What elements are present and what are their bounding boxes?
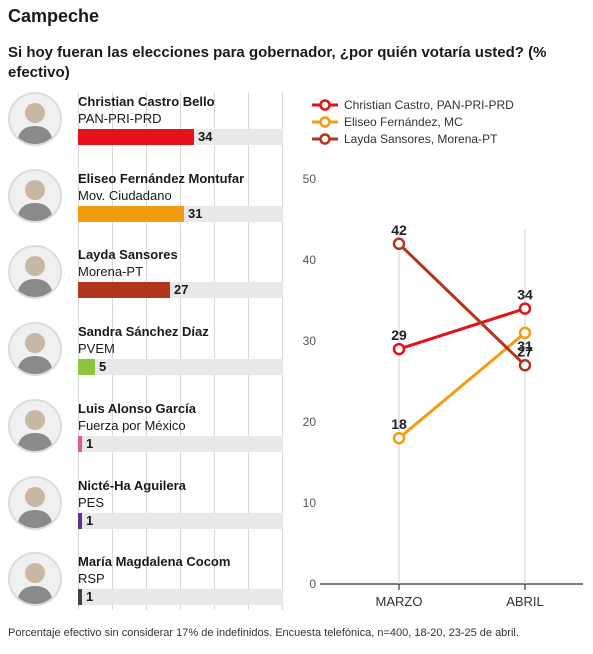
- candidate-party: Fuerza por México: [78, 418, 186, 433]
- candidate-party: RSP: [78, 571, 105, 586]
- bar: [78, 436, 82, 452]
- person-icon: [17, 410, 53, 451]
- candidate-party: PES: [78, 495, 105, 510]
- candidate-avatar: [8, 245, 62, 299]
- data-point: [392, 342, 406, 356]
- bar-value-label: 1: [86, 589, 94, 604]
- data-point: [518, 326, 532, 340]
- person-icon: [17, 103, 53, 144]
- candidate-avatar: [8, 92, 62, 146]
- y-tick-label: 10: [303, 496, 317, 510]
- legend-marker-icon: [312, 99, 338, 111]
- y-tick-label: 30: [303, 334, 317, 348]
- bar-value-label: 27: [174, 282, 189, 297]
- bar-value-label: 5: [99, 359, 107, 374]
- data-point: [518, 359, 532, 372]
- candidate-name: Eliseo Fernández Montufar: [78, 171, 245, 186]
- bar-value-label: 34: [198, 129, 213, 144]
- candidate-avatar: [8, 476, 62, 530]
- data-point: [392, 237, 406, 251]
- bar-value-label: 1: [86, 436, 94, 451]
- bar-track: 1: [78, 513, 283, 529]
- y-tick-label: 40: [303, 253, 317, 267]
- candidate-avatar: [8, 322, 62, 376]
- data-label: 27: [517, 343, 533, 359]
- bar: [78, 282, 170, 298]
- y-tick-label: 20: [303, 415, 317, 429]
- legend-marker-icon: [312, 116, 338, 128]
- bar-track: 5: [78, 359, 283, 375]
- candidate-row: Layda Sansores Morena-PT 27: [0, 245, 290, 319]
- y-tick-label: 0: [309, 577, 316, 591]
- person-icon: [17, 563, 53, 604]
- candidate-row: Luis Alonso García Fuerza por México 1: [0, 399, 290, 473]
- legend-label: Layda Sansores, Morena-PT: [344, 132, 498, 146]
- series-line: [397, 331, 527, 440]
- y-tick-label: 50: [303, 172, 317, 186]
- chart-subtitle: Si hoy fueran las elecciones para gobern…: [8, 44, 547, 81]
- bar: [78, 129, 194, 145]
- data-label: 18: [391, 416, 407, 432]
- person-icon: [17, 256, 53, 297]
- candidate-name: Layda Sansores: [78, 247, 178, 262]
- chart-title: Campeche: [8, 6, 100, 26]
- candidate-party: Mov. Ciudadano: [78, 188, 172, 203]
- bar-gridlines: [78, 92, 283, 610]
- bar: [78, 513, 82, 529]
- bar: [78, 589, 82, 605]
- data-point: [518, 302, 532, 315]
- candidate-name: María Magdalena Cocom: [78, 554, 231, 569]
- candidate-row: Eliseo Fernández Montufar Mov. Ciudadano 3…: [0, 169, 290, 243]
- bar-track: 31: [78, 206, 283, 222]
- candidate-name: Nicté-Ha Aguilera: [78, 478, 186, 493]
- person-icon: [17, 487, 53, 528]
- legend-label: Eliseo Fernández, MC: [344, 115, 463, 129]
- series-line: [397, 307, 527, 351]
- candidate-row: Sandra Sánchez Díaz PVEM 5: [0, 322, 290, 396]
- bar-track: 1: [78, 589, 283, 605]
- candidate-party: PVEM: [78, 341, 115, 356]
- bar: [78, 206, 184, 222]
- candidate-avatar: [8, 169, 62, 223]
- candidate-row: María Magdalena Cocom RSP 1: [0, 552, 290, 626]
- x-tick-label: MARZO: [376, 594, 423, 609]
- candidate-name: Christian Castro Bello: [78, 94, 215, 109]
- footnote: Porcentaje efectivo sin considerar 17% d…: [8, 627, 519, 639]
- line-chart: 0 10 20 30 40 50 MARZO ABRIL 29 34 18 31 42 27: [303, 172, 583, 609]
- person-icon: [17, 180, 53, 221]
- legend-marker-icon: [312, 133, 338, 145]
- person-icon: [17, 333, 53, 374]
- candidate-avatar: [8, 552, 62, 606]
- x-tick-label: ABRIL: [506, 594, 544, 609]
- bar: [78, 359, 95, 375]
- candidate-name: Luis Alonso García: [78, 401, 196, 416]
- legend-label: Christian Castro, PAN-PRI-PRD: [344, 98, 514, 112]
- candidate-party: Morena-PT: [78, 264, 144, 279]
- bar-track: 1: [78, 436, 283, 452]
- bar-value-label: 1: [86, 513, 94, 528]
- candidate-row: Nicté-Ha Aguilera PES 1: [0, 476, 290, 550]
- candidate-row: Christian Castro Bello PAN-PRI-PRD 34: [0, 92, 290, 166]
- candidate-name: Sandra Sánchez Díaz: [78, 324, 209, 339]
- data-label: 31: [517, 338, 533, 354]
- data-label: 42: [391, 222, 407, 238]
- candidate-avatar: [8, 399, 62, 453]
- data-point: [392, 431, 406, 445]
- data-label: 34: [517, 287, 533, 303]
- series-line: [397, 242, 527, 367]
- bar-value-label: 31: [188, 206, 203, 221]
- bar-track: 27: [78, 282, 283, 298]
- candidate-party: PAN-PRI-PRD: [78, 111, 162, 126]
- bar-track: 34: [78, 129, 283, 145]
- data-label: 29: [391, 327, 407, 343]
